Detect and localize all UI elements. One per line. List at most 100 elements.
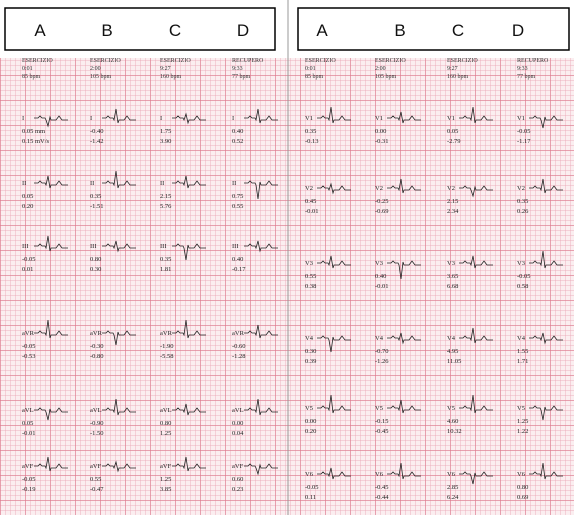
column-header: C xyxy=(452,21,464,40)
st-level: 0.40 xyxy=(232,128,243,135)
st-slope: -0.01 xyxy=(22,430,36,437)
ecg-waveform xyxy=(529,463,563,479)
lead-name: II xyxy=(160,180,164,187)
st-level: -0.30 xyxy=(90,343,104,350)
st-slope: 0.23 xyxy=(232,486,243,493)
ecg-waveform xyxy=(34,116,68,126)
phase-label: RECUPERO xyxy=(517,58,549,64)
ecg-waveform xyxy=(102,109,136,123)
st-level: 0.45 xyxy=(305,198,316,205)
time-label: 9:27 xyxy=(160,66,171,72)
st-slope: 1.22 xyxy=(517,428,528,435)
ecg-waveform xyxy=(387,261,421,279)
st-slope: 0.26 xyxy=(517,208,529,215)
ecg-waveform xyxy=(172,457,206,471)
ecg-waveform xyxy=(459,186,493,196)
ecg-waveform xyxy=(459,328,493,343)
st-slope: 0.58 xyxy=(517,283,528,290)
ecg-waveform xyxy=(317,256,351,268)
st-slope: 0.69 xyxy=(517,494,528,501)
st-level: 1.25 xyxy=(160,476,171,483)
st-level: -0.05 xyxy=(305,484,319,491)
st-slope: -0.31 xyxy=(375,138,389,145)
heart-rate: 77 bpm xyxy=(232,74,251,80)
ecg-waveform xyxy=(102,171,136,188)
st-level: -0.05 xyxy=(517,273,531,280)
st-level: 0.40 xyxy=(232,256,243,263)
st-level: 0.05 xyxy=(22,420,33,427)
lead-name: aVR xyxy=(22,330,35,337)
st-level: -0.70 xyxy=(375,348,389,355)
lead-name: aVL xyxy=(90,407,102,414)
ecg-waveform xyxy=(172,404,206,415)
lead-name: III xyxy=(22,243,29,250)
ecg-waveform xyxy=(459,107,493,123)
st-level: 0.00 xyxy=(232,420,243,427)
st-slope: 1.81 xyxy=(160,266,171,273)
lead-name: aVL xyxy=(160,407,172,414)
st-slope: 10.32 xyxy=(447,428,462,435)
st-slope: 0.55 xyxy=(232,203,243,210)
lead-name: aVR xyxy=(90,330,103,337)
phase-label: ESERCIZIO xyxy=(305,58,336,64)
lead-name: II xyxy=(232,180,236,187)
st-level: 0.05 xyxy=(447,128,458,135)
phase-label: ESERCIZIO xyxy=(447,58,478,64)
column-header: A xyxy=(316,21,328,40)
column-header: C xyxy=(169,21,181,40)
lead-name: V4 xyxy=(305,335,314,342)
heart-rate: 77 bpm xyxy=(517,74,536,80)
st-slope: -1.50 xyxy=(90,430,104,437)
ecg-waveform xyxy=(317,395,351,413)
st-slope: 3.90 xyxy=(160,138,171,145)
lead-name: V6 xyxy=(305,471,314,478)
lead-name: aVF xyxy=(90,463,102,470)
time-label: 0:01 xyxy=(305,66,316,72)
lead-name: V4 xyxy=(447,335,456,342)
ecg-waveform xyxy=(102,331,136,345)
ecg-waveform xyxy=(34,457,68,471)
lead-name: aVF xyxy=(232,463,244,470)
st-slope: 6.68 xyxy=(447,283,458,290)
st-slope: 6.24 xyxy=(447,494,459,501)
lead-name: V1 xyxy=(517,115,525,122)
column-header: D xyxy=(512,21,524,40)
ecg-waveform xyxy=(529,179,563,193)
lead-name: aVF xyxy=(160,463,172,470)
st-level: 2.15 xyxy=(447,198,458,205)
ecg-waveform xyxy=(244,181,278,199)
lead-name: III xyxy=(90,243,97,250)
st-slope: -1.17 xyxy=(517,138,531,145)
st-level: 0.80 xyxy=(160,420,171,427)
st-level: -0.40 xyxy=(90,128,104,135)
lead-name: V3 xyxy=(375,260,383,267)
st-level: -0.25 xyxy=(375,198,389,205)
ecg-waveform xyxy=(34,176,68,188)
column-header: B xyxy=(394,21,405,40)
ecg-waveform xyxy=(244,241,278,251)
st-level: 2.85 xyxy=(447,484,458,491)
st-level: 0.35 xyxy=(517,198,528,205)
lead-name: V5 xyxy=(517,405,525,412)
lead-name: aVR xyxy=(232,330,245,337)
st-slope: -0.53 xyxy=(22,353,36,360)
ecg-waveform xyxy=(529,333,563,343)
header-box xyxy=(298,8,569,50)
st-level: 0.75 xyxy=(232,193,243,200)
ecg-waveform xyxy=(172,244,206,260)
ecg-waveform xyxy=(317,184,351,193)
st-slope: 0.15 mV/s xyxy=(22,138,50,145)
lead-name: V2 xyxy=(305,185,313,192)
heart-rate: 105 bpm xyxy=(90,74,112,80)
st-slope: 0.39 xyxy=(305,358,316,365)
ecg-waveform xyxy=(102,399,136,415)
st-slope: -0.45 xyxy=(375,428,389,435)
ecg-waveform xyxy=(317,336,351,352)
ecg-waveform xyxy=(459,256,493,268)
ecg-waveform xyxy=(387,112,421,123)
st-level: -0.60 xyxy=(232,343,246,350)
st-level: -0.05 xyxy=(22,476,36,483)
ecg-waveform xyxy=(387,400,421,413)
time-label: 9:33 xyxy=(517,66,528,72)
ecg-waveform xyxy=(529,251,563,268)
